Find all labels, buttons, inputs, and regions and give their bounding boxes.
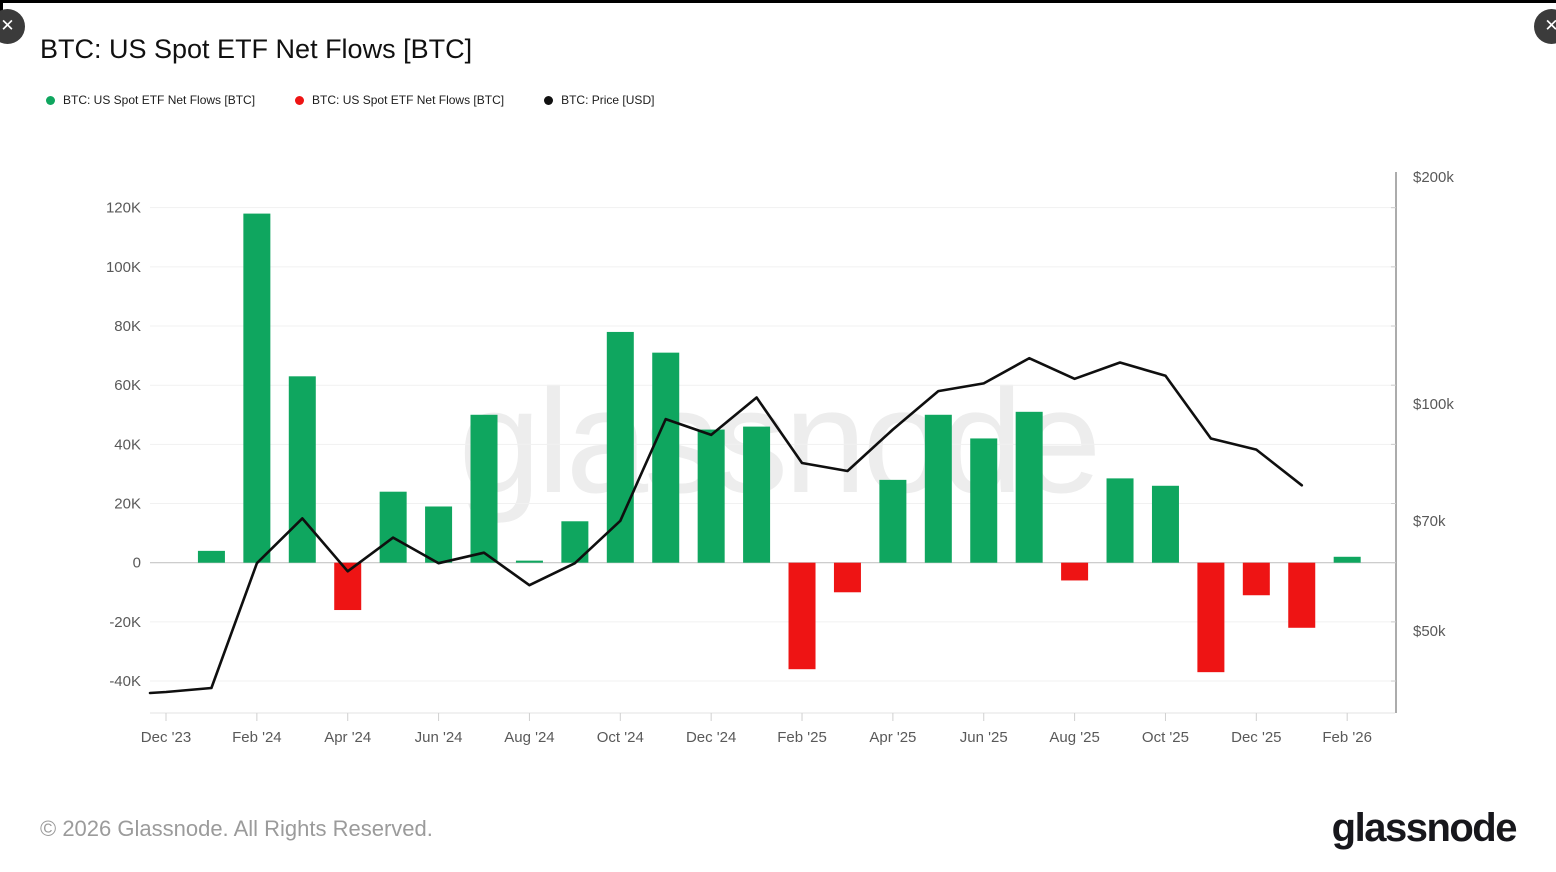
- bar-sep--24[interactable]: [561, 521, 589, 563]
- left-axis-tick-label: 40K: [114, 436, 141, 453]
- x-axis-tick-label: Aug '25: [1049, 729, 1099, 746]
- x-axis-tick-label: Jun '25: [960, 729, 1008, 746]
- left-axis-labels: 120K 100K 80K 60K 40K 20K 0 -20K -40K: [106, 200, 141, 690]
- x-axis-tick-label: Oct '25: [1142, 729, 1189, 746]
- watermark-text: glassnode: [459, 359, 1098, 524]
- bar-feb--26[interactable]: [1333, 556, 1361, 563]
- legend-label: BTC: Price [USD]: [561, 93, 655, 107]
- left-axis-tick-label: 120K: [106, 200, 141, 217]
- right-axis-tick-label: $70k: [1413, 513, 1446, 530]
- x-axis-tick-label: Apr '25: [869, 729, 916, 746]
- bar-may--24[interactable]: [379, 491, 407, 563]
- bar-jan--26[interactable]: [1288, 562, 1316, 628]
- legend-item-netflows-negative[interactable]: BTC: US Spot ETF Net Flows [BTC]: [295, 93, 504, 107]
- legend-label: BTC: US Spot ETF Net Flows [BTC]: [63, 93, 256, 107]
- legend-dot-red-icon: [295, 95, 305, 105]
- close-button-left[interactable]: ✕: [0, 9, 25, 44]
- x-axis-labels: Dec '23 Feb '24 Apr '24 Jun '24 Aug '24 Oct '…: [141, 713, 1372, 746]
- left-axis-tick-label: 0: [133, 555, 141, 572]
- left-axis-tick-label: 80K: [114, 318, 141, 335]
- x-axis-tick-label: Feb '25: [777, 729, 827, 746]
- left-axis-tick-label: 60K: [114, 377, 141, 394]
- x-axis-tick-label: Dec '23: [141, 729, 191, 746]
- x-axis-tick-label: Feb '26: [1322, 729, 1372, 746]
- bar-nov--25[interactable]: [1197, 562, 1225, 673]
- legend: BTC: US Spot ETF Net Flows [BTC] BTC: US…: [46, 93, 654, 107]
- bar-aug--25[interactable]: [1061, 562, 1089, 581]
- bar-jul--25[interactable]: [1015, 411, 1043, 563]
- bar-jan--24[interactable]: [197, 550, 225, 563]
- bar-jun--24[interactable]: [425, 506, 453, 563]
- x-axis-tick-label: Oct '24: [597, 729, 644, 746]
- page-title: BTC: US Spot ETF Net Flows [BTC]: [40, 34, 473, 64]
- bar-jul--24[interactable]: [470, 414, 498, 563]
- left-axis-tick-label: 100K: [106, 259, 141, 276]
- left-axis-tick-label: -20K: [109, 614, 141, 631]
- bar-mar--25[interactable]: [833, 562, 861, 593]
- close-button-right[interactable]: ✕: [1534, 9, 1556, 44]
- bar-oct--24[interactable]: [606, 331, 634, 563]
- bar-dec--25[interactable]: [1242, 562, 1270, 596]
- x-axis-tick-label: Apr '24: [324, 729, 371, 746]
- legend-dot-black-icon: [544, 95, 554, 105]
- legend-label: BTC: US Spot ETF Net Flows [BTC]: [312, 93, 505, 107]
- x-axis-tick-label: Dec '24: [686, 729, 736, 746]
- left-axis-tick-label: 20K: [114, 496, 141, 513]
- copyright-text: © 2026 Glassnode. All Rights Reserved.: [40, 816, 433, 841]
- legend-dot-green-icon: [46, 95, 55, 105]
- left-axis-tick-label: -40K: [109, 673, 141, 690]
- x-axis-tick-label: Aug '24: [504, 729, 554, 746]
- bar-feb--25[interactable]: [788, 562, 816, 670]
- legend-item-price[interactable]: BTC: Price [USD]: [544, 93, 654, 107]
- x-axis-tick-label: Dec '25: [1231, 729, 1281, 746]
- bar-sep--25[interactable]: [1106, 478, 1134, 563]
- x-axis-tick-label: Feb '24: [232, 729, 282, 746]
- bar-apr--25[interactable]: [879, 479, 907, 563]
- x-axis-tick-label: Jun '24: [415, 729, 463, 746]
- bar-feb--24[interactable]: [243, 213, 271, 563]
- window-top-edge: [0, 0, 1556, 3]
- right-axis-tick-label: $100k: [1413, 396, 1454, 413]
- bar-oct--25[interactable]: [1151, 485, 1179, 563]
- bar-jan--25[interactable]: [743, 426, 771, 563]
- bar-jun--25[interactable]: [970, 438, 998, 563]
- close-icon: ✕: [1544, 16, 1556, 36]
- right-axis-ticks: [1391, 207, 1396, 682]
- legend-item-netflows-positive[interactable]: BTC: US Spot ETF Net Flows [BTC]: [46, 93, 255, 107]
- bar-aug--24[interactable]: [515, 560, 543, 563]
- right-axis-tick-label: $200k: [1413, 169, 1454, 186]
- price-line: [148, 356, 1304, 695]
- bar-dec--24[interactable]: [697, 429, 725, 563]
- right-axis-tick-label: $50k: [1413, 623, 1446, 640]
- bar-nov--24[interactable]: [652, 352, 680, 563]
- gridlines: [150, 207, 1395, 682]
- bar-may--25[interactable]: [924, 414, 952, 563]
- close-icon: ✕: [0, 16, 15, 36]
- right-axis-labels: $200k $100k $70k $50k: [1413, 169, 1454, 640]
- glassnode-logo: glassnode: [1331, 806, 1518, 850]
- netflow-bars: [197, 213, 1361, 673]
- bar-mar--24[interactable]: [288, 376, 316, 563]
